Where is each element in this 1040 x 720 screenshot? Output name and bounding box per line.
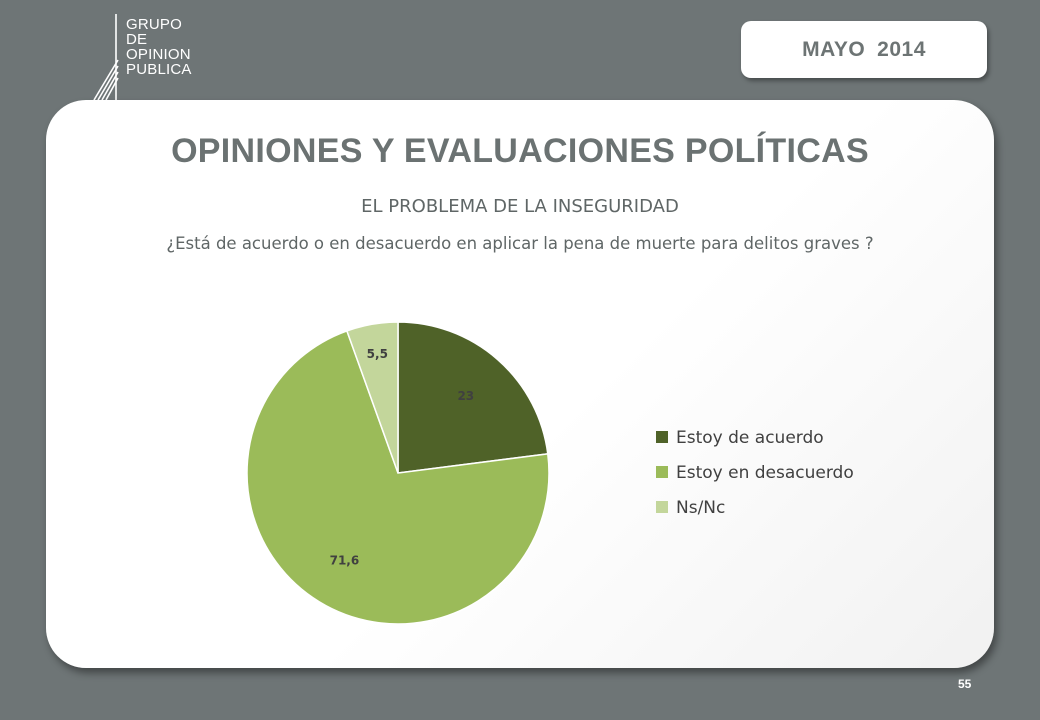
date-year: 2014 [877, 37, 926, 61]
date-badge: MAYO 2014 [741, 21, 987, 78]
legend-label: Ns/Nc [676, 498, 725, 518]
logo-line: OPINION [126, 46, 191, 63]
legend-swatch [656, 466, 668, 478]
grupo-opinion-publica-logo [93, 14, 119, 101]
date-month: MAYO [802, 37, 866, 61]
logo-line: PUBLICA [126, 61, 192, 78]
logo-wordmark: GRUPO DE OPINION PUBLICA [126, 17, 192, 77]
pie-slice [246, 329, 550, 625]
pie-slice [345, 321, 399, 474]
section-subtitle: EL PROBLEMA DE LA INSEGURIDAD [361, 196, 679, 217]
legend-label: Estoy de acuerdo [676, 428, 824, 448]
legend-swatch [656, 431, 668, 443]
pie-data-label: 71,6 [330, 554, 360, 568]
survey-question: ¿Está de acuerdo o en desacuerdo en apli… [166, 234, 874, 253]
logo-line: GRUPO [126, 16, 183, 33]
logo-line: DE [126, 31, 148, 48]
pie-data-label: 5,5 [367, 347, 388, 361]
legend-swatch [656, 501, 668, 513]
pie-data-label: 23 [457, 389, 474, 403]
legend-label: Estoy en desacuerdo [676, 463, 854, 483]
page-number: 55 [958, 677, 972, 691]
page-title: OPINIONES Y EVALUACIONES POLÍTICAS [171, 132, 869, 170]
pie-slice [397, 321, 549, 474]
